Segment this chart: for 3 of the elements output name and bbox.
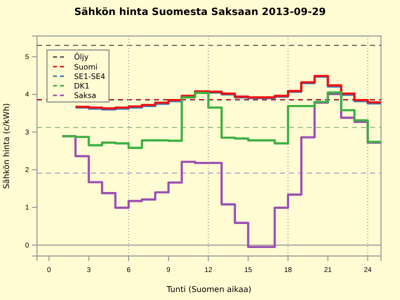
chart-title: Sähkön hinta Suomesta Saksaan 2013-09-29 <box>74 7 326 18</box>
y-axis-title: Sähkön hinta (c/kWh) <box>2 103 11 189</box>
x-axis-title: Tunti (Suomen aikaa) <box>166 285 252 294</box>
